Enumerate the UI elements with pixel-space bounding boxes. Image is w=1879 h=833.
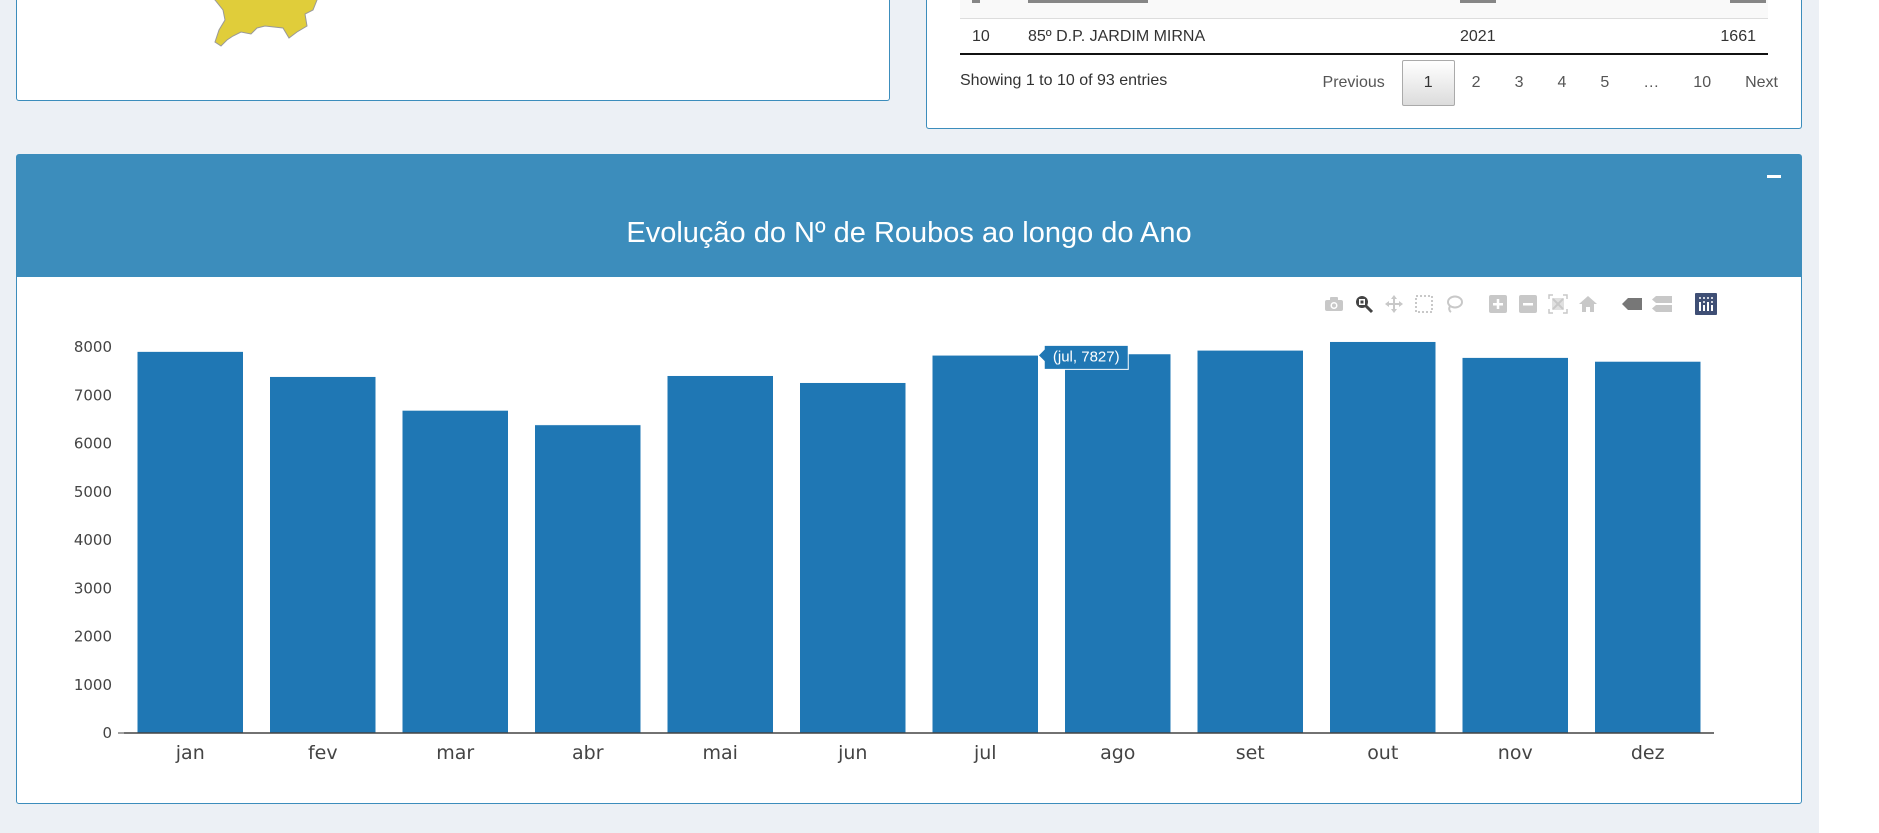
plotly-modebar <box>1323 290 1725 318</box>
pagination-page-4[interactable]: 4 <box>1557 74 1567 91</box>
chart-box-header: Evolução do Nº de Roubos ao longo do Ano <box>17 155 1801 277</box>
hover-tooltip <box>1037 344 1129 370</box>
bar-jul[interactable] <box>932 355 1039 734</box>
y-tick-label: 4000 <box>74 531 112 549</box>
table-row[interactable]: 10 85º D.P. JARDIM MIRNA 2021 1661 <box>960 19 1768 55</box>
pan-icon[interactable] <box>1383 293 1405 315</box>
zoom-icon[interactable] <box>1353 293 1375 315</box>
x-tick-label: mai <box>703 742 738 764</box>
bar-ago[interactable] <box>1064 353 1171 734</box>
x-tick-label: abr <box>572 742 604 764</box>
x-tick-label: out <box>1367 742 1398 764</box>
pagination-page-10[interactable]: 10 <box>1693 74 1712 91</box>
zoom-in-icon[interactable] <box>1487 293 1509 315</box>
x-tick-label: jul <box>973 742 997 764</box>
bar-set[interactable] <box>1197 350 1304 734</box>
x-tick-label: jan <box>175 742 205 764</box>
hover-compare-icon[interactable] <box>1651 293 1673 315</box>
table-info: Showing 1 to 10 of 93 entries <box>960 72 1168 89</box>
pagination-page-1[interactable]: 1 <box>1401 60 1455 106</box>
x-tick-label: fev <box>308 742 338 764</box>
autoscale-icon[interactable] <box>1547 293 1569 315</box>
bar-mar[interactable] <box>402 410 509 734</box>
x-tick-label: mar <box>436 742 474 764</box>
pagination-page-5[interactable]: 5 <box>1600 74 1610 91</box>
y-tick-label: 3000 <box>74 579 112 597</box>
bar-out[interactable] <box>1329 341 1436 734</box>
pagination-previous[interactable]: Previous <box>1322 74 1385 91</box>
x-tick-label: set <box>1236 742 1265 764</box>
pagination-ellipsis: … <box>1643 74 1660 91</box>
map-panel <box>16 0 890 101</box>
plotly-logo-icon[interactable] <box>1695 293 1717 315</box>
y-tick-label: 8000 <box>74 338 112 356</box>
bar-dez[interactable] <box>1594 361 1701 734</box>
pagination-page-3[interactable]: 3 <box>1514 74 1524 91</box>
reset-axes-icon[interactable] <box>1577 293 1599 315</box>
row-index: 10 <box>972 28 990 45</box>
bar-mai[interactable] <box>667 375 774 734</box>
pagination-next[interactable]: Next <box>1745 74 1778 91</box>
pagination-page-2[interactable]: 2 <box>1471 74 1481 91</box>
bar-nov[interactable] <box>1462 357 1569 734</box>
y-tick-label: 1000 <box>74 676 112 694</box>
x-tick-label: jun <box>837 742 867 764</box>
zoom-out-icon[interactable] <box>1517 293 1539 315</box>
collapse-button[interactable] <box>1767 175 1781 178</box>
y-tick-label: 0 <box>102 724 112 742</box>
x-tick-label: dez <box>1631 742 1665 764</box>
table-panel: 10 85º D.P. JARDIM MIRNA 2021 1661 Showi… <box>926 0 1802 129</box>
bar-chart[interactable]: 0 1000 2000 3000 4000 5000 6000 7000 8000 jan fev m… <box>17 155 1801 803</box>
bar-abr[interactable] <box>534 424 641 734</box>
hover-closest-icon[interactable] <box>1621 293 1643 315</box>
camera-icon[interactable] <box>1323 293 1345 315</box>
box-select-icon[interactable] <box>1413 293 1435 315</box>
chart-box: Evolução do Nº de Roubos ao longo do Ano <box>16 154 1802 804</box>
bar-fev[interactable] <box>269 376 376 734</box>
chart-title: Evolução do Nº de Roubos ao longo do Ano <box>626 217 1192 249</box>
row-year: 2021 <box>1460 28 1496 45</box>
row-name: 85º D.P. JARDIM MIRNA <box>1028 28 1206 45</box>
bar-jun[interactable] <box>799 382 906 734</box>
hover-tooltip-text: (jul, 7827) <box>1053 348 1120 365</box>
y-tick-label: 7000 <box>74 386 112 404</box>
y-tick-label: 5000 <box>74 483 112 501</box>
row-value: 1661 <box>1720 28 1756 45</box>
y-tick-label: 2000 <box>74 628 112 646</box>
lasso-icon[interactable] <box>1443 293 1465 315</box>
table-row-partial <box>960 0 1768 19</box>
pagination: Previous 1 2 3 4 5 … 10 Next <box>1306 60 1795 106</box>
bar-jan[interactable] <box>137 351 244 734</box>
y-tick-label: 6000 <box>74 435 112 453</box>
x-tick-label: nov <box>1498 742 1533 764</box>
map-region-shape[interactable] <box>185 0 345 54</box>
x-tick-label: ago <box>1100 742 1135 764</box>
